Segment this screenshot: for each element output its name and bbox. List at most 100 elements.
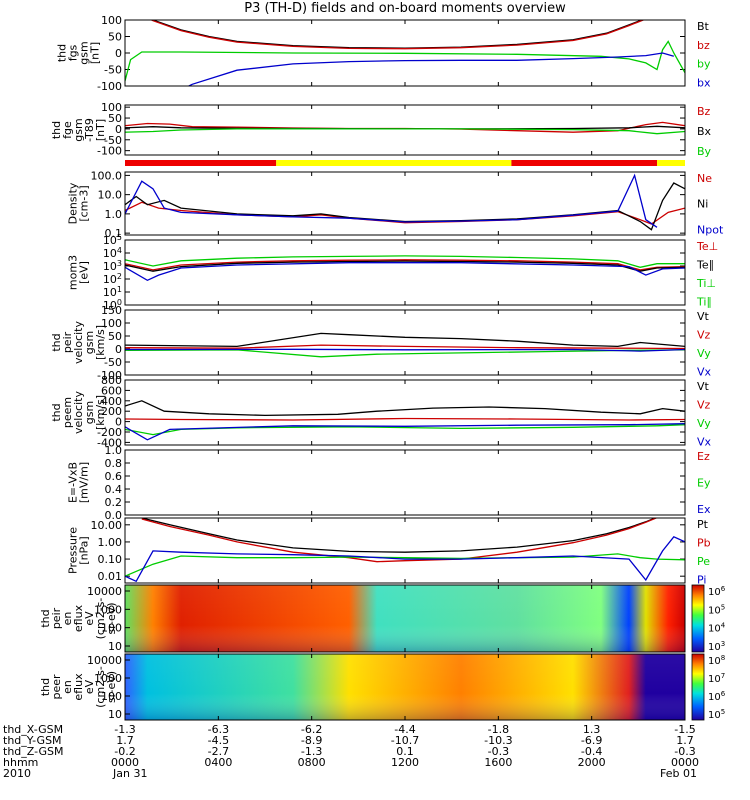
y-axis-label-line: (cm2-s- [94,598,107,640]
y-tick-label: 1.0 [105,444,123,457]
y-tick-label: 104 [103,246,122,260]
series-line-Ti⊥ [125,255,685,268]
y-tick-label: 10 [108,640,122,653]
y-axis-label-line: [cm-3] [78,185,91,221]
legend-entry-Vy: Vy [697,417,711,430]
y-axis-label-line: velocity [72,321,85,364]
status-bar-segment [125,160,277,166]
x-axis-tick-label: -1.5 [674,723,695,736]
colorbar-tick-label: 106 [708,585,726,598]
x-axis-tick-label: -10.3 [484,734,512,747]
series-line-Npot [125,173,658,228]
y-tick-label: -200 [97,426,122,439]
panel-pressure: 10.00 1.00 0.10 0.01 Pressure[nPa] Pt Pb Pe Pi [67,517,711,586]
series-group [125,332,685,358]
y-axis-label-line: velocity [72,391,85,434]
panel-frame [124,449,686,516]
legend-entry-Te∥: Te∥ [696,258,714,271]
y-axis-label-line: thd [50,403,63,421]
y-axis-label-line: fgs [67,44,80,61]
legend-entry-bz: bz [697,39,710,52]
series-group [125,173,685,231]
x-axis-tick-label: 1200 [391,756,419,769]
colorbar-tick-label: 103 [708,640,725,653]
series-line-Vz [125,344,685,350]
y-tick-label: 102 [103,272,122,286]
colorbar [691,584,705,653]
x-axis-row-label: thd_X-GSM [3,723,63,736]
y-tick-label: 105 [103,233,122,247]
series-line-bz [149,20,646,50]
y-axis-label: thdfgegsm-T89[nT] [50,118,107,142]
y-axis-label: mom3[eV] [67,255,91,290]
panel-fgs: 100 50 0 -50 -100 thdfgsgsm[nT] Bt bz by bx [56,14,711,93]
series-line-bx [187,52,674,86]
y-tick-label: -100 [97,145,122,158]
y-axis-label: thdpeerenefluxeV(cm2-s-sr-eV) [39,666,118,708]
x-axis-tick-label: 1.3 [583,723,601,736]
x-axis-row-label: 2010 [3,767,31,780]
y-axis-label-line: sr-eV) [105,671,118,703]
y-axis-label-line: gsm [72,118,85,141]
panel-peir_spec: 10610510410310000100010010thdpeireneflux… [39,584,726,653]
legend-entry-Bt: Bt [697,20,710,33]
panel-efield: 1.00.80.60.40.20.0 E=-VxB[mV/m] Ez Ey Ex [67,444,711,522]
series-line-Vt [125,332,685,348]
series-group [125,255,685,282]
series-line-Vy [125,349,685,358]
y-tick-label: 600 [101,384,122,397]
y-axis-label-line: -T89 [83,118,96,142]
x-axis-row-label: thd_Y-GSM [3,734,62,747]
series-group [125,518,685,583]
y-tick-label: 100 [101,101,122,114]
y-axis-label: thdpeirvelocitygsm[km/s] [50,321,107,364]
y-axis-label: thdpeemvelocitygsm[km/s] [50,391,107,434]
colorbar-tick-label: 106 [708,690,726,703]
status-bar-segment [511,160,657,166]
y-axis-label-line: en [61,612,74,626]
legend-entry-Pb: Pb [697,536,711,549]
y-axis-label-line: Density [67,182,80,224]
y-tick-label: 0 [115,343,122,356]
x-axis-tick-label: -0.2 [114,745,135,758]
y-tick-label: -100 [97,369,122,382]
chart-title: P3 (TH-D) fields and on-board moments ov… [244,1,566,16]
legend-entry-Te⊥: Te⊥ [696,240,718,253]
x-axis-tick-label: -6.2 [301,723,322,736]
series-line-Vt [125,400,685,417]
y-tick-label: 10000 [87,585,122,598]
y-tick-label: -100 [97,80,122,93]
y-axis-label-line: peer [50,674,63,700]
legend-entry-Ez: Ez [697,450,710,463]
y-axis-label-line: thd [50,121,63,139]
y-axis-label-line: [km/s] [94,395,107,430]
y-axis-label-line: gsm [83,331,96,354]
colorbar-tick-label: 104 [708,622,726,635]
series-line-Vx [125,423,685,441]
y-axis-label-line: mom3 [67,255,80,290]
legend-entry-Ti⊥: Ti⊥ [696,277,716,290]
y-tick-label: 0.6 [105,470,123,483]
series-line-Te⊥ [125,259,685,271]
panel-frame [124,517,686,584]
panel-frame [124,171,686,236]
legend-entry-Vt: Vt [697,380,710,393]
x-axis-tick-label: Feb 01 [660,767,697,780]
x-axis-tick-label: -8.9 [301,734,322,747]
y-tick-label: 100.0 [91,169,123,182]
legend-entry-Vx: Vx [697,435,712,448]
legend-entry-bx: bx [697,76,711,89]
panel-density: 100.0 10.0 1.0 0.1 Density[cm-3] Ne Ni Npot [67,169,724,240]
y-tick-label: 1.0 [105,208,123,221]
y-tick-label: 1000 [94,672,122,685]
y-axis-label: thdpeirenefluxeV(cm2-s-sr-eV) [39,598,118,640]
x-axis-row-label: hhmm [3,756,38,769]
y-tick-label: -50 [104,356,122,369]
x-axis-tick-label: -4.5 [208,734,229,747]
x-axis-tick-label: -0.3 [488,745,509,758]
y-tick-label: 103 [103,259,122,273]
y-axis-label-line: thd [39,678,52,696]
y-tick-label: -50 [104,64,122,77]
